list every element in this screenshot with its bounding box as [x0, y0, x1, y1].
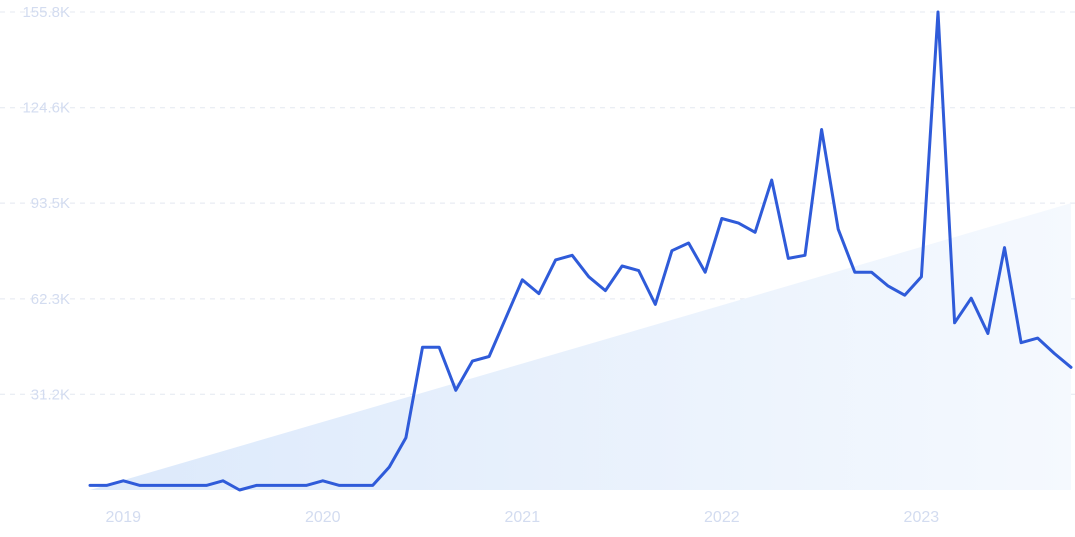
- x-axis-ticks: 2019 2020 2021 2022 2023: [105, 509, 939, 526]
- x-tick-label-3: 2022: [704, 509, 740, 526]
- x-tick-label-2: 2021: [505, 509, 541, 526]
- y-axis-ticks: 155.8K 124.6K 93.5K 62.3K 31.2K: [22, 4, 70, 403]
- y-tick-label-0: 155.8K: [22, 4, 70, 21]
- trend-area: [90, 203, 1071, 490]
- y-tick-label-2: 93.5K: [31, 195, 70, 212]
- x-tick-label-0: 2019: [105, 509, 141, 526]
- x-tick-label-1: 2020: [305, 509, 341, 526]
- y-tick-label-1: 124.6K: [22, 100, 70, 117]
- y-tick-label-3: 62.3K: [31, 291, 70, 308]
- y-tick-label-4: 31.2K: [31, 386, 70, 403]
- trend-area-fill: [90, 203, 1071, 490]
- series-line: [88, 10, 1073, 492]
- series-line-path: [88, 10, 1073, 492]
- x-tick-label-4: 2023: [904, 509, 940, 526]
